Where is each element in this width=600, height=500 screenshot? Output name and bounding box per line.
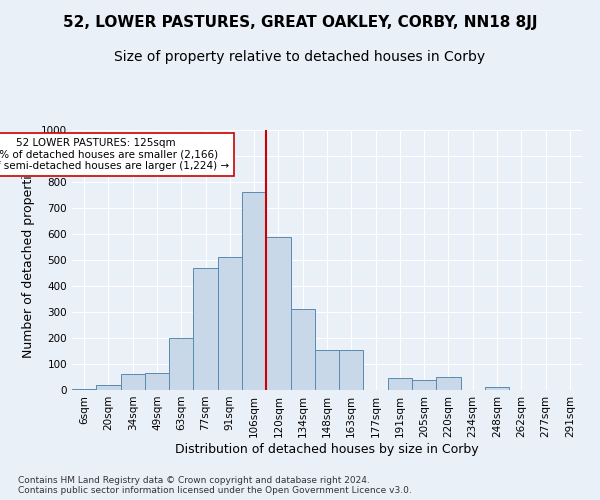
X-axis label: Distribution of detached houses by size in Corby: Distribution of detached houses by size … (175, 442, 479, 456)
Text: 52 LOWER PASTURES: 125sqm
← 64% of detached houses are smaller (2,166)
36% of se: 52 LOWER PASTURES: 125sqm ← 64% of detac… (0, 138, 229, 171)
Bar (169, 338, 193, 390)
Bar (266, 236, 290, 390)
Bar (315, 350, 339, 390)
Text: 52, LOWER PASTURES, GREAT OAKLEY, CORBY, NN18 8JJ: 52, LOWER PASTURES, GREAT OAKLEY, CORBY,… (63, 15, 537, 30)
Bar (339, 350, 364, 390)
Bar (121, 374, 145, 390)
Bar (96, 385, 121, 390)
Bar (145, 373, 169, 390)
Text: Contains HM Land Registry data © Crown copyright and database right 2024.
Contai: Contains HM Land Registry data © Crown c… (18, 476, 412, 495)
Bar (193, 268, 218, 390)
Bar (388, 378, 412, 390)
Bar (218, 258, 242, 390)
Bar (485, 388, 509, 390)
Bar (412, 380, 436, 390)
Text: Size of property relative to detached houses in Corby: Size of property relative to detached ho… (115, 50, 485, 64)
Bar (436, 377, 461, 390)
Y-axis label: Number of detached properties: Number of detached properties (22, 162, 35, 358)
Bar (242, 192, 266, 390)
Bar (72, 388, 96, 390)
Bar (290, 310, 315, 390)
